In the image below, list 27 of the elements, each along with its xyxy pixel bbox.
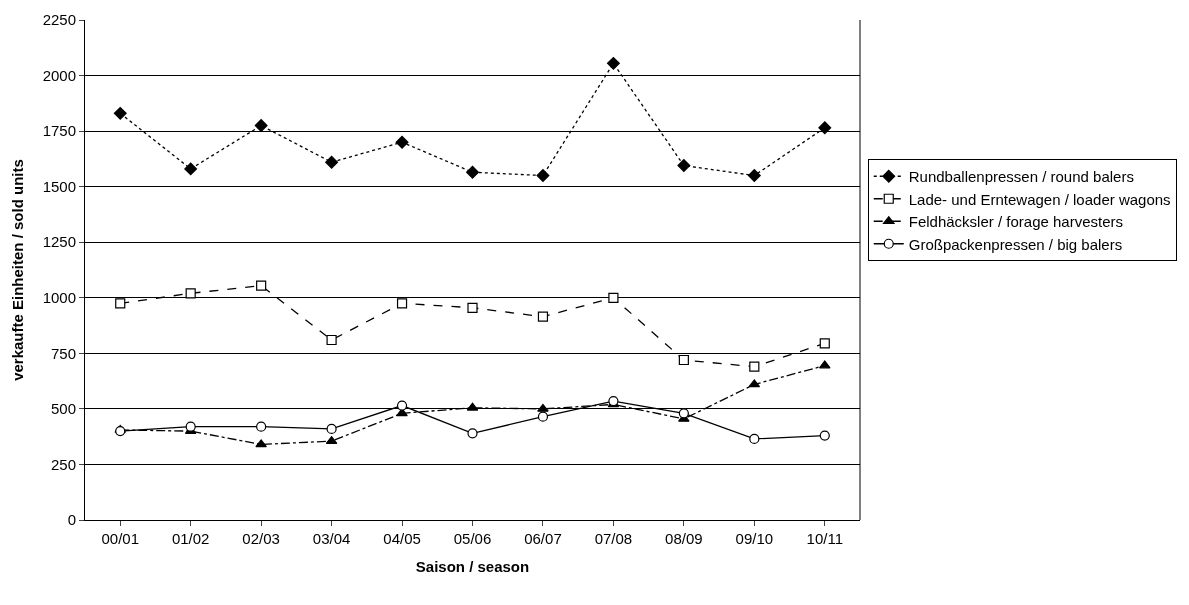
y-tick-label: 1250 xyxy=(42,233,76,251)
x-tick-label: 00/01 xyxy=(101,530,139,547)
x-tick-label: 10/11 xyxy=(806,530,843,547)
y-tick-label: 1750 xyxy=(42,122,76,140)
x-tick-label: 05/06 xyxy=(453,530,492,547)
x-tick-label: 07/08 xyxy=(594,530,633,547)
y-tick-label: 0 xyxy=(67,511,76,529)
legend-label: Lade- und Erntewagen / loader wagons xyxy=(908,190,1171,208)
legend-label: Feldhäcksler / forage harvesters xyxy=(908,213,1124,231)
y-tick-label: 500 xyxy=(50,400,76,418)
y-tick-label: 1500 xyxy=(42,177,76,195)
x-tick-label: 06/07 xyxy=(524,530,562,547)
x-tick-label: 02/03 xyxy=(242,530,280,547)
y-tick-label: 250 xyxy=(50,455,76,473)
x-tick-label: 03/04 xyxy=(312,530,351,547)
x-tick-label: 09/10 xyxy=(735,530,774,547)
legend-label: Großpackenpressen / big balers xyxy=(908,235,1123,253)
y-tick-label: 750 xyxy=(50,344,76,362)
x-tick-label: 01/02 xyxy=(171,530,210,547)
legend-label: Rundballenpressen / round balers xyxy=(908,168,1134,186)
y-tick-label: 2000 xyxy=(42,66,76,84)
y-axis-title: verkaufte Einheiten / sold units xyxy=(8,159,26,381)
x-tick-label: 04/05 xyxy=(383,530,421,547)
y-tick-label: 1000 xyxy=(42,289,76,307)
x-tick-label: 08/09 xyxy=(665,530,703,547)
y-tick-label: 2250 xyxy=(42,11,76,29)
x-axis-title: Saison / season xyxy=(415,558,530,575)
